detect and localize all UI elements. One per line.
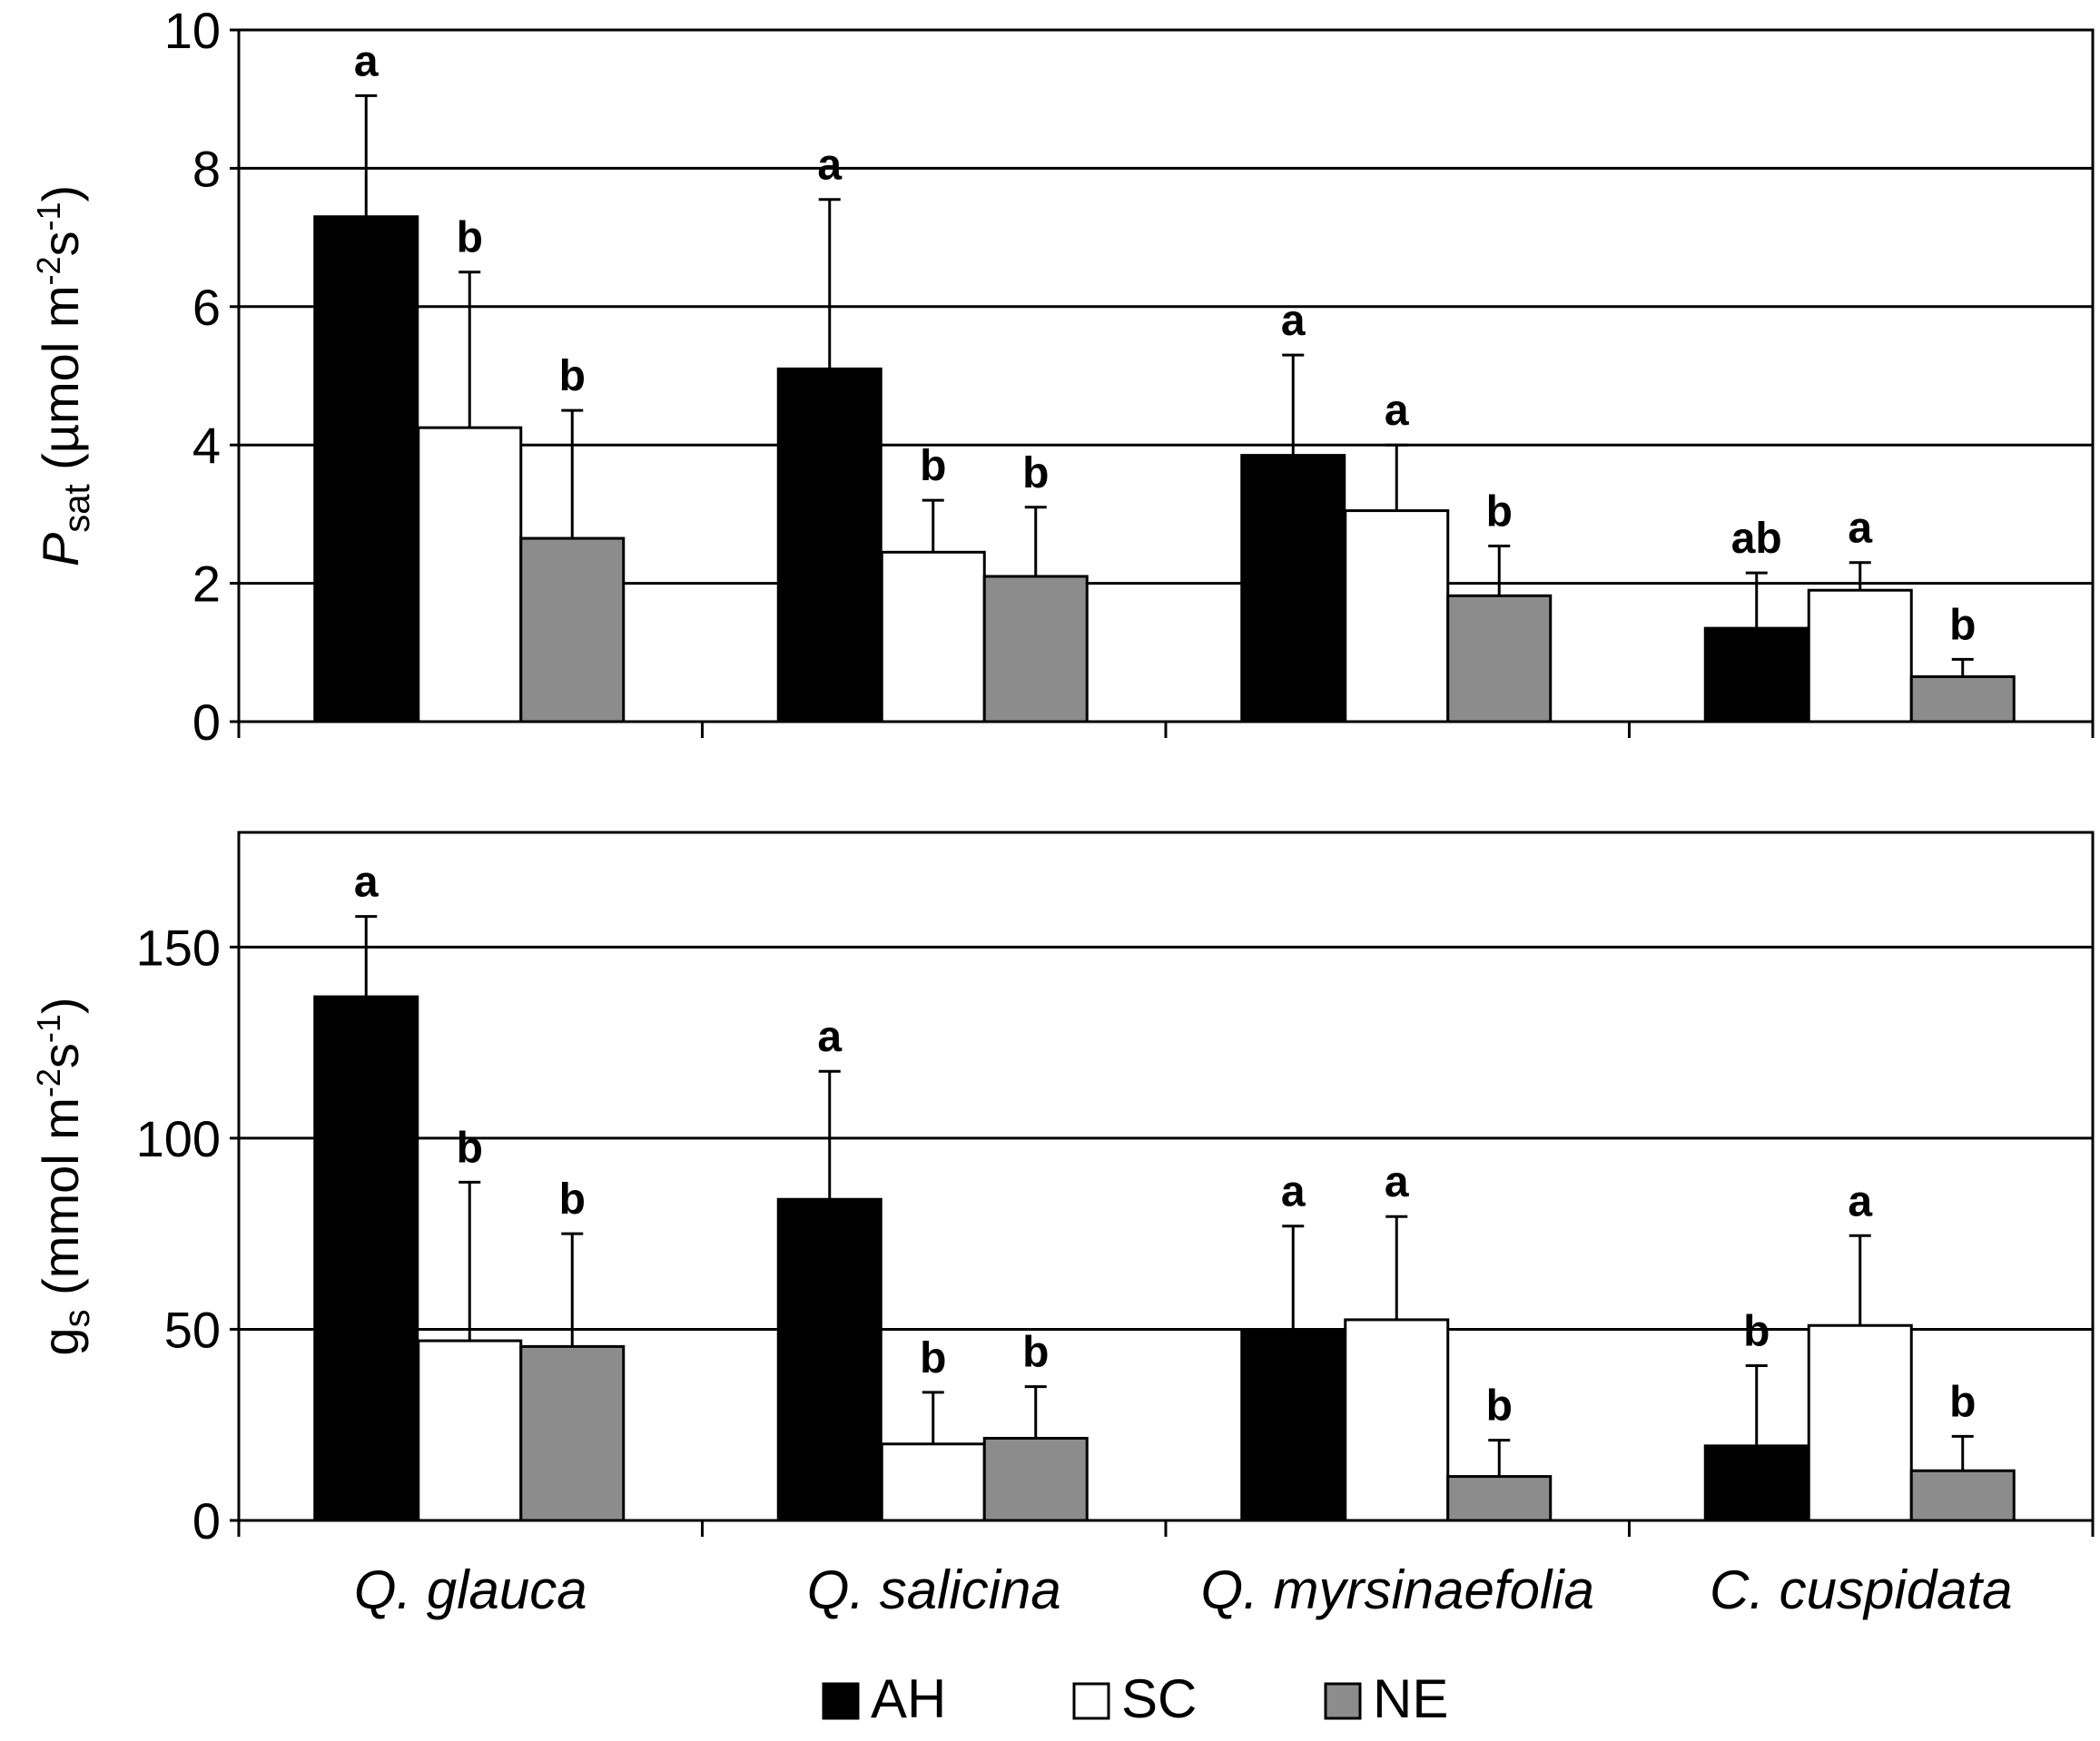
legend-item-ah: AH [822,1668,946,1729]
legend-swatch [1324,1682,1362,1720]
significance-letter: a [1848,505,1872,553]
y-tick-label: 0 [192,1492,221,1549]
bar-ah-3 [1240,454,1346,723]
significance-letter: b [559,352,586,400]
x-category-label: Q. salicina [807,1559,1061,1620]
x-category-label: C. cuspidata [1710,1559,2013,1620]
x-category-label: Q. myrsinaefolia [1201,1559,1594,1620]
bar-sc-2 [880,550,986,723]
significance-letter: b [920,442,946,490]
significance-letter: a [817,1013,842,1061]
bar-ne-4 [1909,674,2016,723]
bar-ne-1 [519,1344,626,1522]
significance-letter: a [354,859,379,907]
bar-ne-2 [982,575,1089,723]
legend-swatch [1072,1682,1110,1720]
bar-ah-4 [1703,1444,1809,1522]
significance-letter: ab [1731,515,1782,563]
bar-sc-1 [417,426,523,723]
significance-letter: a [1281,297,1306,345]
bar-ne-2 [982,1436,1089,1522]
bar-ah-2 [776,367,882,723]
bar-ah-3 [1240,1330,1346,1522]
y-tick-label: 4 [192,417,221,474]
significance-letter: b [1743,1307,1770,1355]
y-tick-label: 2 [192,556,221,613]
significance-letter: a [1281,1168,1306,1216]
bar-ne-1 [519,536,626,723]
significance-letter: b [1022,449,1049,497]
y-axis-label: gs (mmol m-2s-1) [30,997,97,1355]
bar-sc-3 [1344,1318,1450,1522]
bar-ah-4 [1703,626,1809,723]
significance-letter: a [354,37,379,85]
bar-sc-4 [1807,588,1913,723]
bar-ah-1 [313,215,419,723]
bar-sc-1 [417,1339,523,1522]
y-tick-label: 100 [136,1110,221,1167]
legend-item-ne: NE [1324,1668,1448,1729]
significance-letter: b [1949,1378,1976,1426]
significance-letter: b [1022,1329,1049,1377]
bar-ne-3 [1446,1475,1553,1522]
y-tick-label: 150 [136,919,221,976]
legend-swatch [822,1682,860,1720]
x-category-label: Q. glauca [354,1559,587,1620]
significance-letter: b [920,1334,946,1382]
bar-ne-4 [1909,1469,2016,1522]
y-tick-label: 10 [164,2,221,59]
bar-ah-2 [776,1197,882,1522]
legend-item-sc: SC [1072,1668,1197,1729]
bar-sc-3 [1344,509,1450,723]
legend-label: SC [1121,1668,1197,1729]
significance-letter: b [559,1175,586,1224]
significance-letter: a [1385,387,1409,435]
significance-letter: b [457,1124,483,1172]
significance-letter: b [1486,1382,1513,1431]
significance-letter: a [1848,1177,1872,1225]
significance-letter: a [1385,1158,1409,1206]
y-tick-label: 50 [164,1301,221,1358]
significance-letter: b [1949,601,1976,649]
bar-sc-4 [1807,1323,1913,1522]
bar-ne-3 [1446,594,1553,723]
significance-letter: b [457,214,483,262]
significance-letter: a [817,142,842,190]
y-tick-label: 0 [192,693,221,751]
bar-sc-2 [880,1442,986,1522]
chart-panel-gs: 0 50 100 150 a a a b b b a a b b b b gs (mmol m-2s-1) [30,831,2095,1549]
y-axis-label: Psat (µmol m-2s-1) [30,185,97,566]
y-tick-label: 8 [192,140,221,197]
bar-ah-1 [313,995,419,1522]
y-tick-label: 6 [192,279,221,336]
legend-label: AH [871,1668,946,1729]
significance-letter: b [1486,487,1513,536]
legend-label: NE [1373,1668,1448,1729]
